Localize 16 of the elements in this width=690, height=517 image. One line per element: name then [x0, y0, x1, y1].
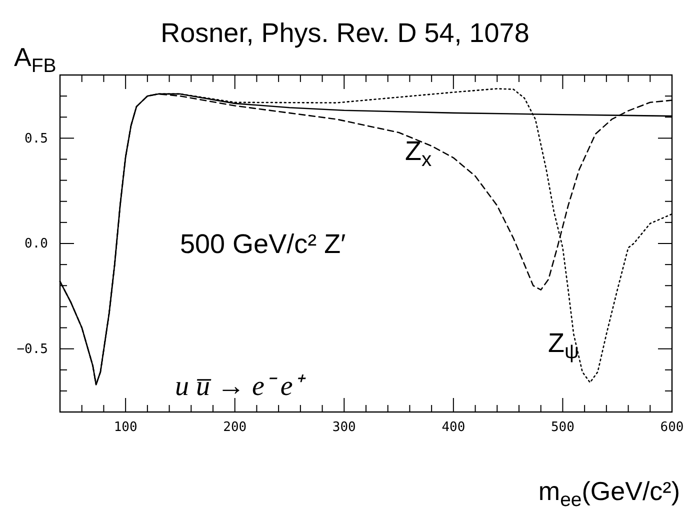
annotation: Z$_{ψ}$	[548, 328, 579, 363]
chart-title: Rosner, Phys. Rev. D 54, 1078	[160, 18, 530, 48]
y-axis-title: A$_{FB}$	[14, 42, 56, 77]
annotation: Z$_{x}$	[405, 136, 432, 171]
y-tick-label: 0.0	[24, 236, 48, 252]
annotation: 500 GeV/c² Z′	[180, 229, 346, 259]
x-tick-label: 200	[223, 420, 247, 436]
y-tick-label: −0.5	[16, 342, 48, 357]
x-tick-label: 400	[442, 420, 466, 436]
x-axis-title: m$_{ee}$(GeV/c²)	[538, 476, 680, 511]
annotation: u u̅ → e⁻ e⁺	[175, 371, 306, 402]
x-tick-label: 600	[660, 420, 684, 436]
x-tick-label: 500	[550, 420, 574, 436]
y-tick-label: 0.5	[24, 131, 48, 146]
x-tick-label: 100	[114, 420, 138, 436]
x-tick-label: 300	[332, 420, 356, 436]
